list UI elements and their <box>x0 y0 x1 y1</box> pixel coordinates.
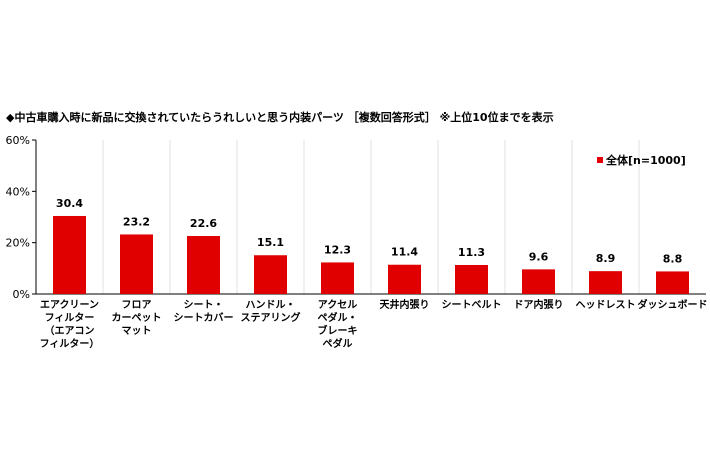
category-label: フロアカーペットマット <box>112 299 162 337</box>
category-label: ダッシュボード <box>638 298 708 311</box>
category-label: シート・シートカバー <box>174 299 234 324</box>
bar <box>321 262 354 294</box>
category-label-line: エアクリーン <box>40 299 99 311</box>
category-label-line: ダッシュボード <box>638 298 708 311</box>
chart-grid <box>102 140 640 294</box>
bar <box>656 271 689 294</box>
value-label: 8.8 <box>663 252 683 265</box>
value-label: 15.1 <box>257 236 284 249</box>
bar <box>455 264 488 294</box>
category-label-line: フィルター <box>45 312 95 324</box>
category-label-line: ペダル・ <box>318 311 358 324</box>
category-label: シートベルト <box>442 299 502 311</box>
category-label-line: フィルター） <box>40 337 100 350</box>
category-label: ドア内張り <box>514 298 564 311</box>
value-label: 8.9 <box>596 252 616 265</box>
value-label: 12.3 <box>324 243 351 256</box>
y-tick-label: 60% <box>6 134 30 147</box>
category-label-line: シートカバー <box>174 312 234 324</box>
bar <box>187 235 220 294</box>
value-label: 23.2 <box>123 215 150 228</box>
category-label: 天井内張り <box>380 298 430 311</box>
category-label-line: シート・ <box>184 299 224 311</box>
y-tick-label: 0% <box>13 288 30 301</box>
bar <box>388 264 421 294</box>
bar <box>120 234 153 294</box>
legend-swatch <box>597 157 603 163</box>
value-labels: 30.4 23.2 22.6 15.1 12.3 11.4 11.3 9.6 8.9 8.8 <box>56 197 682 265</box>
category-label: ヘッドレスト <box>576 299 636 311</box>
category-label-line: ステアリング <box>241 311 301 324</box>
category-label-line: カーペット <box>112 312 162 324</box>
category-label-line: ドア内張り <box>514 298 564 311</box>
y-tick-label: 40% <box>6 185 30 198</box>
category-label-line: ハンドル・ <box>246 299 296 311</box>
category-label-line: ペダル <box>323 337 353 350</box>
category-label-line: ブレーキ <box>318 324 358 337</box>
category-label-line: フロア <box>122 299 152 311</box>
category-label-line: 天井内張り <box>380 298 430 311</box>
value-label: 22.6 <box>190 217 217 230</box>
category-label-line: （エアコン <box>45 324 95 337</box>
value-label: 9.6 <box>529 250 549 263</box>
category-label-line: マット <box>122 325 152 337</box>
bar <box>589 271 622 294</box>
bars <box>53 215 689 294</box>
legend: 全体[n=1000] <box>597 153 686 167</box>
bar <box>522 269 555 294</box>
value-label: 11.4 <box>391 246 418 259</box>
category-label: エアクリーンフィルター（エアコンフィルター） <box>40 299 100 350</box>
chart-title: ◆中古車購入時に新品に交換されていたらうれしいと思う内装パーツ ［複数回答形式］… <box>6 111 554 124</box>
y-tick-label: 20% <box>6 237 30 250</box>
category-label-line: ヘッドレスト <box>576 299 636 311</box>
category-label-line: アクセル <box>318 299 358 311</box>
bar <box>53 215 86 294</box>
category-label: アクセルペダル・ブレーキペダル <box>318 299 358 350</box>
value-label: 11.3 <box>458 246 485 259</box>
category-labels: エアクリーンフィルター（エアコンフィルター）フロアカーペットマットシート・シート… <box>40 298 708 350</box>
legend-label: 全体[n=1000] <box>605 153 686 167</box>
value-label: 30.4 <box>56 197 83 210</box>
category-label-line: シートベルト <box>442 299 502 311</box>
bar <box>254 255 287 294</box>
category-label: ハンドル・ステアリング <box>241 299 301 324</box>
